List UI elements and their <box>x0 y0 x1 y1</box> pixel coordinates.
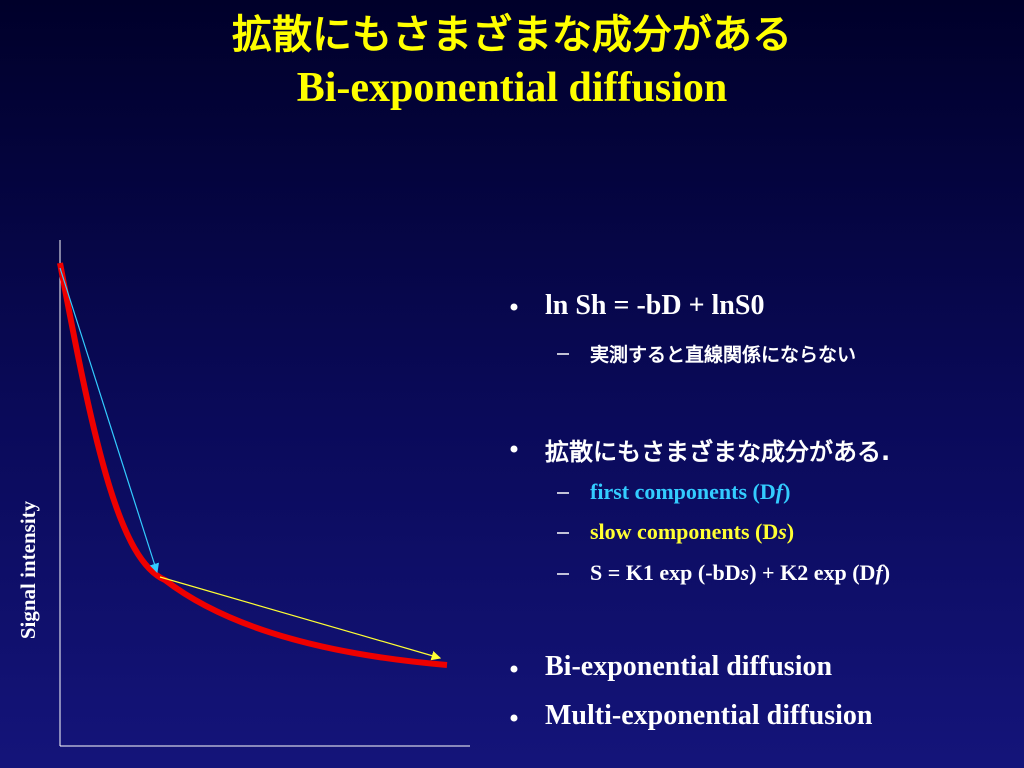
text: f <box>775 479 784 504</box>
bullet-text: Bi-exponential diffusion <box>545 651 833 682</box>
slow-arrow <box>159 576 442 661</box>
sub-bullet: first components (Df) <box>590 479 790 505</box>
y-axis-label: Signal intensity <box>16 500 40 639</box>
text: f <box>875 560 883 585</box>
sub-bullet: S = K1 exp (-bDs) + K2 exp (Df) <box>590 560 890 586</box>
text: first components (D <box>590 479 776 504</box>
bullet <box>510 303 518 311</box>
text: s <box>740 560 750 585</box>
text: ) <box>786 519 795 544</box>
bullet-text: ln Sh = -bD + lnS0 <box>545 290 765 321</box>
text: s <box>778 519 787 544</box>
text: slow components (D <box>590 519 779 544</box>
sub-bullet: slow components (Ds) <box>590 519 794 545</box>
bullet <box>510 665 518 673</box>
decay-curve <box>57 262 448 668</box>
text: 実測すると直線関係にならない <box>590 344 857 366</box>
text: S = K1 exp (-bD <box>590 560 741 585</box>
bullet-text: 拡散にもさまざまな成分がある. <box>545 438 891 466</box>
text: ) <box>882 560 891 585</box>
bullet <box>510 445 518 453</box>
subtitle: Bi-exponential diffusion <box>296 65 728 111</box>
fast-arrow <box>59 267 160 574</box>
text: ) + K2 exp (D <box>749 560 876 585</box>
title: 拡散にもさまざまな成分がある <box>232 12 792 58</box>
sub-bullet: 実測すると直線関係にならない <box>590 340 856 367</box>
text: ) <box>783 479 791 504</box>
bullet <box>510 714 518 722</box>
bullet-text: Multi-exponential diffusion <box>545 700 873 731</box>
